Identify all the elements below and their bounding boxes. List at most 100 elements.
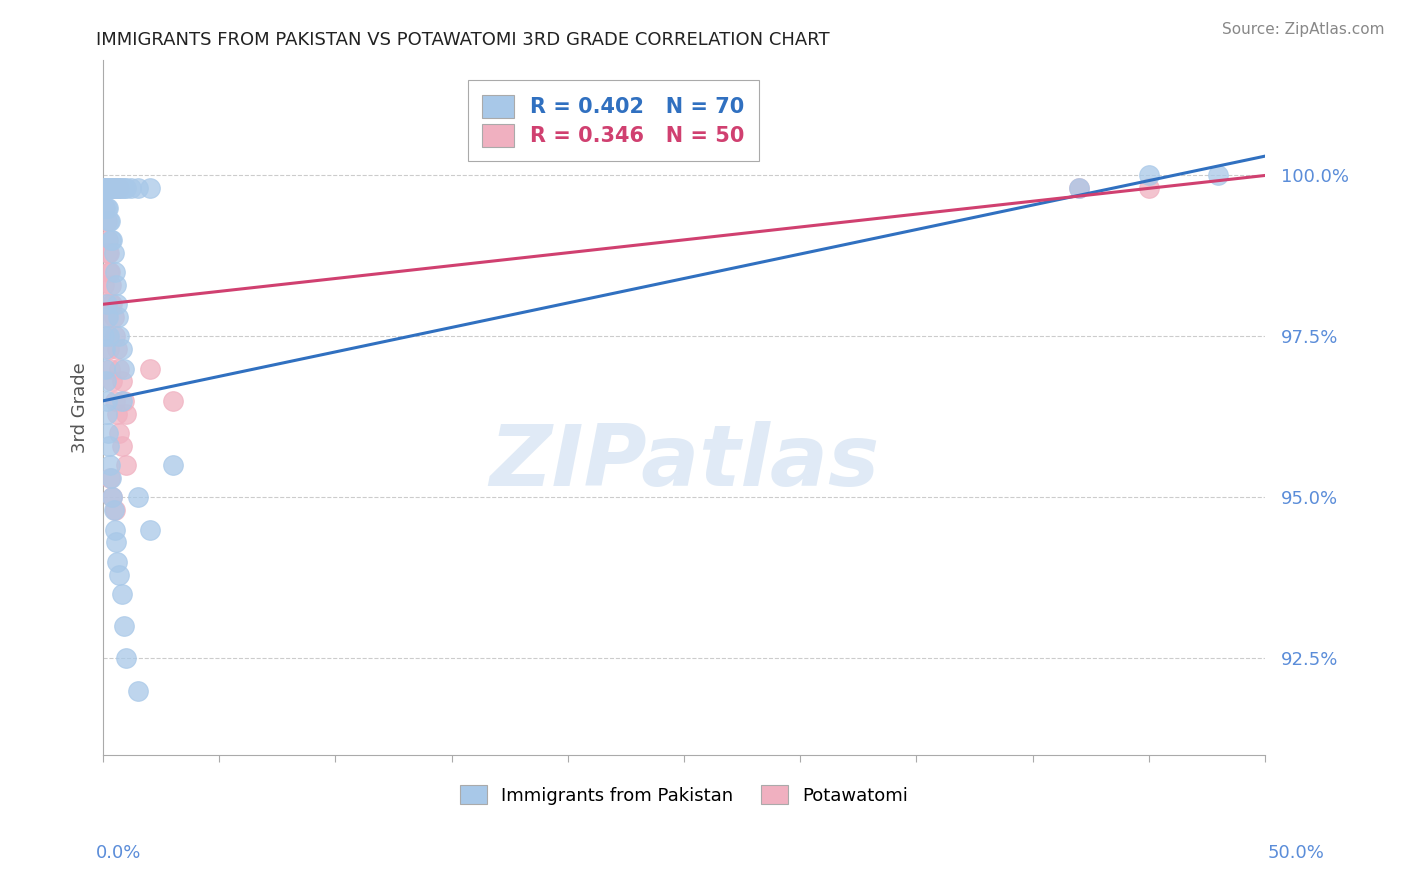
Point: [115, 458, 138, 473]
Point: [111, 587, 134, 601]
Point: [112, 619, 135, 633]
Point: [96, 181, 118, 195]
Legend: Immigrants from Pakistan, Potawatomi: Immigrants from Pakistan, Potawatomi: [449, 774, 920, 815]
Point: [1208, 169, 1230, 183]
Point: [112, 361, 135, 376]
Point: [94, 181, 117, 195]
Point: [108, 567, 131, 582]
Y-axis label: 3rd Grade: 3rd Grade: [72, 362, 89, 452]
Point: [93, 277, 115, 292]
Point: [97, 245, 120, 260]
Point: [97, 329, 120, 343]
Point: [108, 361, 131, 376]
Point: [127, 683, 149, 698]
Point: [101, 181, 124, 195]
Point: [138, 523, 160, 537]
Point: [111, 393, 134, 408]
Point: [111, 181, 134, 195]
Point: [107, 181, 129, 195]
Point: [94, 181, 117, 195]
Point: [96, 181, 118, 195]
Point: [103, 245, 125, 260]
Point: [138, 361, 160, 376]
Point: [115, 651, 138, 665]
Point: [94, 343, 117, 357]
Point: [101, 375, 124, 389]
Text: ZIPatlas: ZIPatlas: [489, 421, 879, 504]
Point: [98, 181, 121, 195]
Point: [100, 181, 122, 195]
Point: [94, 375, 117, 389]
Point: [97, 181, 120, 195]
Point: [94, 181, 117, 195]
Point: [98, 361, 121, 376]
Point: [94, 361, 117, 376]
Point: [93, 329, 115, 343]
Point: [104, 181, 127, 195]
Point: [101, 491, 124, 505]
Point: [97, 181, 120, 195]
Point: [108, 181, 131, 195]
Text: 0.0%: 0.0%: [96, 844, 141, 862]
Point: [101, 491, 124, 505]
Point: [101, 181, 124, 195]
Point: [1067, 181, 1090, 195]
Point: [127, 491, 149, 505]
Point: [96, 181, 118, 195]
Point: [101, 297, 124, 311]
Point: [104, 181, 127, 195]
Text: Source: ZipAtlas.com: Source: ZipAtlas.com: [1222, 22, 1385, 37]
Point: [112, 393, 135, 408]
Point: [98, 181, 121, 195]
Point: [97, 181, 120, 195]
Point: [112, 181, 135, 195]
Point: [127, 181, 149, 195]
Point: [105, 343, 128, 357]
Point: [96, 213, 118, 227]
Point: [100, 277, 122, 292]
Point: [111, 343, 134, 357]
Point: [98, 265, 121, 279]
Point: [115, 181, 138, 195]
Point: [97, 425, 120, 440]
Point: [1137, 169, 1160, 183]
Point: [94, 297, 117, 311]
Point: [97, 439, 120, 453]
Point: [97, 181, 120, 195]
Point: [104, 265, 127, 279]
Point: [104, 503, 127, 517]
Point: [104, 535, 127, 549]
Point: [94, 181, 117, 195]
Point: [107, 310, 129, 325]
Point: [104, 277, 127, 292]
Point: [162, 393, 184, 408]
Point: [138, 181, 160, 195]
Text: 50.0%: 50.0%: [1268, 844, 1324, 862]
Point: [94, 201, 117, 215]
Point: [98, 181, 121, 195]
Point: [111, 439, 134, 453]
Point: [97, 329, 120, 343]
Point: [96, 297, 118, 311]
Point: [108, 181, 131, 195]
Point: [105, 297, 128, 311]
Point: [104, 181, 127, 195]
Point: [97, 310, 120, 325]
Point: [111, 375, 134, 389]
Point: [96, 181, 118, 195]
Point: [97, 233, 120, 247]
Point: [104, 393, 127, 408]
Point: [97, 343, 120, 357]
Point: [96, 201, 118, 215]
Point: [98, 458, 121, 473]
Point: [97, 245, 120, 260]
Point: [108, 425, 131, 440]
Point: [94, 201, 117, 215]
Point: [101, 233, 124, 247]
Point: [97, 201, 120, 215]
Point: [94, 181, 117, 195]
Point: [105, 555, 128, 569]
Point: [93, 181, 115, 195]
Point: [103, 181, 125, 195]
Point: [98, 213, 121, 227]
